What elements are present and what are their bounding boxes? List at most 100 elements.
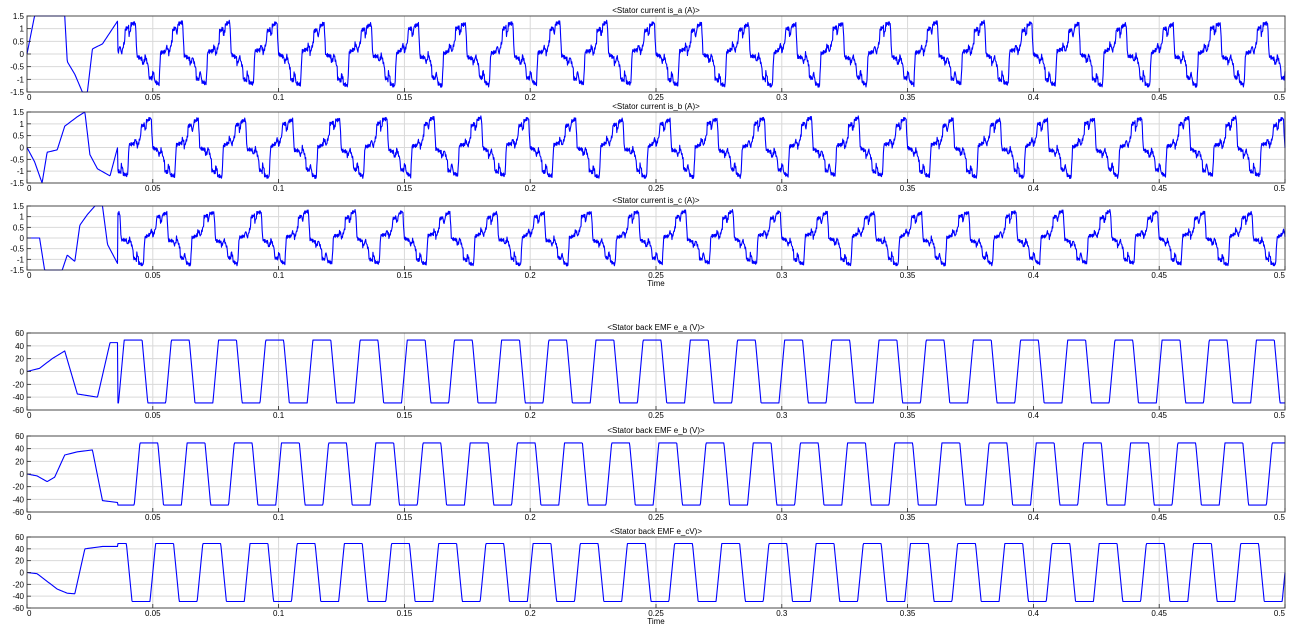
y-tick-label: 0: [20, 569, 25, 578]
subplot-1: 0 0.05 0.1 0.15 0.2 0.25 0.3 0.35 0.4 0.45 0.5 -1.5…: [10, 6, 1286, 102]
subplot-5: 0 0.05 0.1 0.15 0.2 0.25 0.3 0.35 0.4 0.45 0.5 -60 -…: [12, 426, 1285, 522]
y-tick-label: 1.5: [13, 202, 25, 211]
x-tick-label: 0.2: [525, 184, 537, 193]
x-tick-label: 0.35: [900, 513, 916, 522]
x-axis-label: Time: [647, 279, 665, 288]
y-tick-label: 20: [15, 355, 24, 364]
x-tick-label: 0.1: [273, 271, 285, 280]
x-tick-label: 0.3: [776, 271, 788, 280]
y-tick-label: 0.5: [13, 223, 25, 232]
x-tick-label: 0.1: [273, 513, 285, 522]
subplot-title: <Stator back EMF e_cV)>: [610, 527, 702, 536]
x-tick-label: 0.35: [900, 93, 916, 102]
x-tick-label: 0.3: [776, 411, 788, 420]
y-tick-label: 1: [20, 213, 25, 222]
x-tick-label: 0.3: [776, 609, 788, 618]
x-tick-label: 0.15: [397, 271, 413, 280]
y-tick-label: 0.5: [13, 37, 25, 46]
x-tick-label: 0.2: [525, 93, 537, 102]
subplot-6: 0 0.05 0.1 0.15 0.2 0.25 0.3 0.35 0.4 0.45 0.5 -60 -…: [12, 527, 1286, 626]
y-tick-label: 20: [15, 457, 24, 466]
x-tick-label: 0.25: [648, 184, 664, 193]
x-tick-label: 0.4: [1028, 184, 1040, 193]
y-tick-label: 40: [15, 342, 24, 351]
x-tick-label: 0.05: [145, 271, 161, 280]
x-tick-label: 0.05: [145, 93, 161, 102]
y-tick-label: 0.5: [13, 132, 25, 141]
y-tick-label: -40: [12, 495, 24, 504]
x-tick-label: 0.2: [525, 513, 537, 522]
x-tick-label: 0.5: [1274, 271, 1286, 280]
x-tick-label: 0.05: [145, 513, 161, 522]
x-tick-label: 0.2: [525, 411, 537, 420]
x-tick-label: 0.15: [397, 513, 413, 522]
x-tick-label: 0.3: [776, 93, 788, 102]
y-tick-label: -1.5: [10, 179, 24, 188]
y-tick-label: -60: [12, 406, 24, 415]
x-tick-label: 0: [27, 411, 32, 420]
x-tick-label: 0.5: [1274, 411, 1286, 420]
y-tick-label: -1.5: [10, 88, 24, 97]
subplot-title: <Stator current is_c (A)>: [612, 196, 699, 205]
x-tick-label: 0.1: [273, 609, 285, 618]
subplot-title: <Stator current is_b (A)>: [612, 102, 700, 111]
x-tick-label: 0.45: [1151, 271, 1167, 280]
x-tick-label: 0.05: [145, 184, 161, 193]
x-tick-label: 0.4: [1028, 93, 1040, 102]
y-tick-label: 0: [20, 234, 25, 243]
y-tick-label: 1: [20, 25, 25, 34]
y-tick-label: 60: [15, 329, 24, 338]
x-tick-label: 0.15: [397, 609, 413, 618]
x-tick-label: 0.45: [1151, 609, 1167, 618]
x-tick-label: 0.3: [776, 184, 788, 193]
y-tick-label: -0.5: [10, 63, 24, 72]
x-tick-label: 0.4: [1028, 271, 1040, 280]
x-tick-label: 0.2: [525, 609, 537, 618]
x-tick-label: 0.15: [397, 184, 413, 193]
x-tick-label: 0.4: [1028, 411, 1040, 420]
y-tick-label: -60: [12, 604, 24, 613]
x-tick-label: 0: [27, 93, 32, 102]
x-tick-label: 0.05: [145, 411, 161, 420]
x-tick-label: 0: [27, 609, 32, 618]
x-tick-label: 0.25: [648, 411, 664, 420]
y-tick-label: -20: [12, 380, 24, 389]
y-tick-label: -40: [12, 393, 24, 402]
x-tick-label: 0.25: [648, 271, 664, 280]
x-tick-label: 0: [27, 184, 32, 193]
x-tick-label: 0.05: [145, 609, 161, 618]
x-tick-label: 0.5: [1274, 93, 1286, 102]
y-tick-label: 60: [15, 432, 24, 441]
y-tick-label: -20: [12, 580, 24, 589]
series-line: [26, 339, 1286, 404]
series-line: [26, 542, 1286, 603]
y-tick-label: 0: [20, 144, 25, 153]
x-axis-label: Time: [647, 617, 665, 626]
x-tick-label: 0: [27, 271, 32, 280]
x-tick-label: 0.1: [273, 184, 285, 193]
x-tick-label: 0.25: [648, 93, 664, 102]
subplot-title: <Stator back EMF e_b (V)>: [607, 426, 705, 435]
y-tick-label: 1.5: [13, 12, 25, 21]
x-tick-label: 0.45: [1151, 184, 1167, 193]
x-tick-label: 0.5: [1274, 513, 1286, 522]
subplot-4: 0 0.05 0.1 0.15 0.2 0.25 0.3 0.35 0.4 0.45 0.5 -60 -…: [12, 323, 1285, 420]
x-tick-label: 0.25: [648, 609, 664, 618]
y-tick-label: -1: [17, 75, 25, 84]
x-tick-label: 0.35: [900, 184, 916, 193]
y-tick-label: -40: [12, 592, 24, 601]
series-line: [26, 111, 1286, 184]
y-tick-label: -1.5: [10, 266, 24, 275]
y-tick-label: -0.5: [10, 245, 24, 254]
y-tick-label: -0.5: [10, 155, 24, 164]
y-tick-label: 20: [15, 557, 24, 566]
y-tick-label: 60: [15, 533, 24, 542]
y-tick-label: -1: [17, 167, 25, 176]
x-tick-label: 0.45: [1151, 93, 1167, 102]
x-tick-label: 0.3: [776, 513, 788, 522]
x-tick-label: 0.15: [397, 411, 413, 420]
x-tick-label: 0.4: [1028, 609, 1040, 618]
x-tick-label: 0.5: [1274, 609, 1286, 618]
y-tick-label: 1.5: [13, 108, 25, 117]
